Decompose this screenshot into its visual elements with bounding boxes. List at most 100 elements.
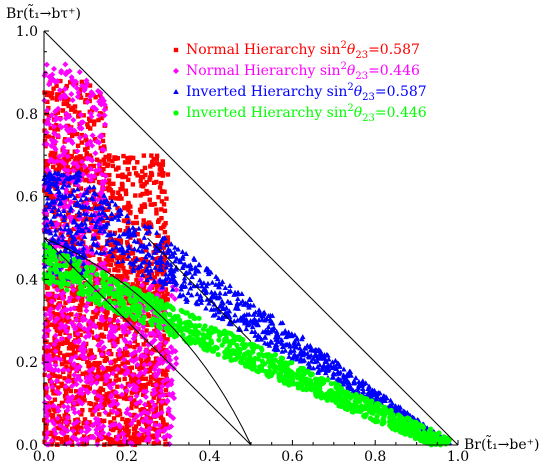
data-point — [119, 181, 125, 187]
data-point — [154, 211, 159, 216]
data-point — [77, 399, 84, 406]
data-point — [42, 306, 48, 311]
data-point — [79, 425, 84, 431]
data-point — [145, 369, 150, 374]
data-point — [163, 264, 170, 270]
data-point — [110, 195, 116, 200]
data-point — [374, 391, 380, 397]
data-point — [172, 244, 178, 250]
data-point — [151, 180, 157, 186]
data-point — [341, 378, 348, 384]
data-point — [267, 316, 273, 322]
data-point — [268, 320, 275, 326]
data-point — [50, 135, 55, 140]
data-point — [127, 339, 134, 346]
data-point — [100, 138, 106, 144]
data-point — [120, 370, 125, 375]
data-point — [96, 166, 103, 173]
data-point — [105, 255, 110, 260]
data-point — [252, 332, 259, 338]
data-point — [267, 338, 274, 344]
data-point — [102, 409, 109, 416]
data-point — [121, 371, 128, 378]
data-point — [260, 329, 266, 335]
data-point — [42, 128, 47, 133]
data-point — [146, 231, 151, 236]
data-point — [101, 192, 107, 198]
data-point — [70, 346, 75, 351]
data-point — [109, 237, 116, 243]
data-point — [310, 365, 317, 371]
data-point — [139, 376, 144, 381]
data-point — [97, 245, 102, 250]
data-point — [228, 321, 234, 327]
data-point — [52, 227, 59, 233]
data-point — [135, 265, 141, 271]
data-point — [57, 422, 64, 429]
data-point — [52, 207, 57, 213]
data-point — [273, 365, 279, 371]
data-point — [79, 132, 85, 138]
data-point — [210, 312, 217, 318]
data-point — [78, 241, 84, 247]
data-point — [51, 213, 57, 219]
data-point — [81, 233, 88, 239]
data-point — [43, 222, 50, 228]
data-point — [143, 385, 148, 390]
data-point — [127, 343, 133, 349]
data-point — [97, 257, 102, 262]
data-point — [48, 125, 53, 131]
data-point — [59, 184, 66, 190]
data-point — [282, 347, 289, 353]
data-point — [52, 397, 58, 402]
data-point — [126, 228, 133, 234]
data-point — [44, 421, 49, 426]
data-point — [152, 435, 158, 440]
data-point — [88, 434, 95, 441]
data-point — [91, 122, 97, 127]
data-point — [144, 221, 149, 226]
data-point — [104, 392, 109, 397]
data-point — [126, 160, 132, 165]
data-point — [117, 228, 123, 233]
data-point — [255, 322, 261, 328]
data-point — [56, 414, 62, 419]
data-point — [132, 431, 138, 436]
data-point — [156, 341, 163, 348]
data-point — [250, 311, 257, 317]
data-point — [59, 381, 64, 387]
data-point — [78, 158, 85, 165]
data-point — [62, 323, 69, 330]
data-point — [125, 240, 130, 245]
data-point — [82, 333, 89, 340]
data-point — [69, 312, 74, 317]
data-point — [78, 163, 84, 169]
data-point — [160, 271, 166, 277]
data-point — [179, 249, 186, 255]
data-point — [57, 331, 63, 337]
data-point — [158, 180, 164, 186]
data-point — [156, 266, 163, 272]
data-point — [51, 354, 56, 360]
data-point — [171, 273, 177, 279]
data-point — [96, 228, 103, 234]
data-point — [88, 407, 93, 413]
data-point — [75, 334, 81, 340]
data-point — [100, 317, 107, 324]
data-point — [134, 361, 141, 368]
data-point — [144, 248, 149, 253]
data-point — [128, 155, 133, 160]
data-point — [97, 360, 102, 366]
data-point — [130, 402, 135, 407]
data-point — [345, 380, 351, 386]
data-point — [196, 315, 202, 321]
data-point — [131, 349, 138, 356]
data-point — [54, 227, 60, 232]
data-point — [45, 317, 50, 322]
data-point — [54, 239, 59, 244]
data-point — [141, 342, 146, 347]
data-point — [58, 68, 65, 75]
data-point — [149, 271, 155, 276]
data-point — [359, 379, 365, 385]
data-point — [83, 195, 90, 201]
